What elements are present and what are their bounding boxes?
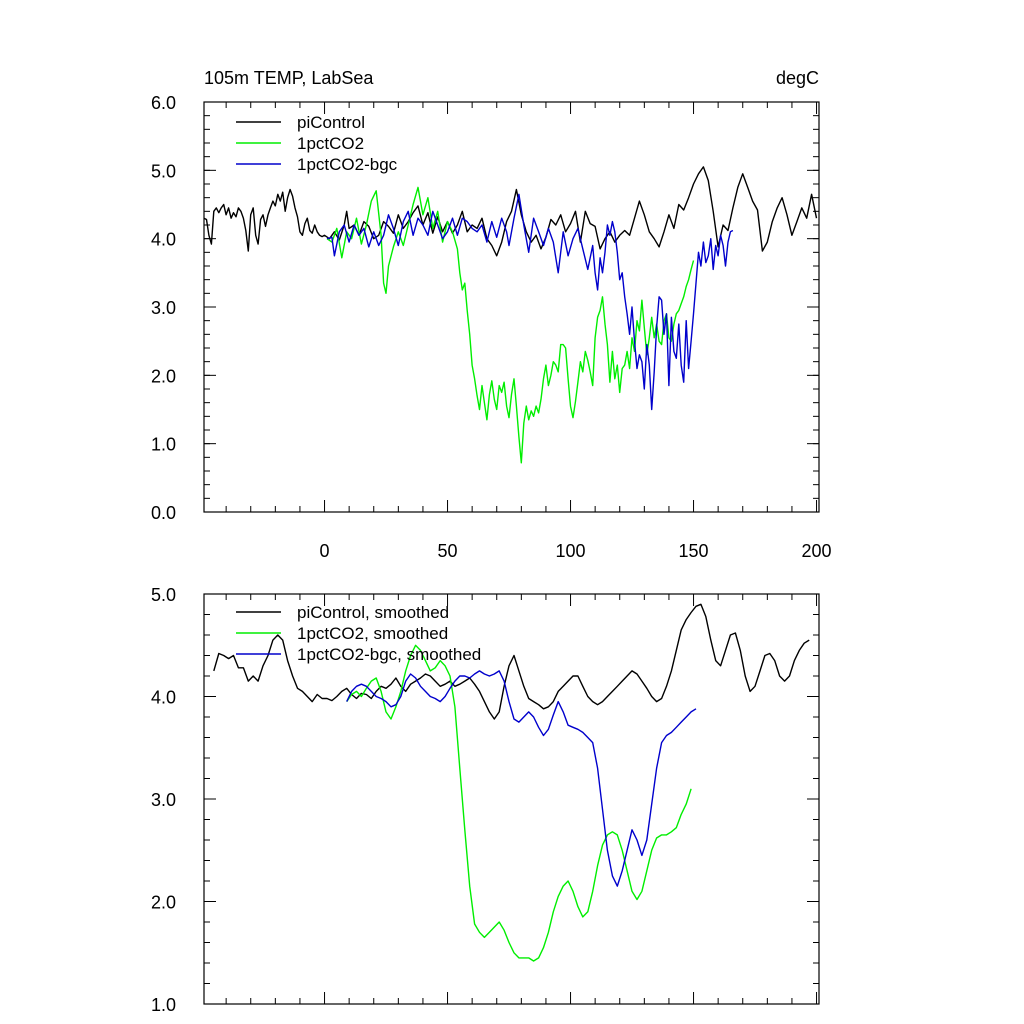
legend-label: 1pctCO2-bgc [297,155,398,174]
legend-label: piControl, smoothed [297,603,449,622]
units-label: degC [776,68,819,88]
y-tick-label: 4.0 [151,688,176,708]
bottom-panel: 1.0 2.0 3.0 4.0 5.0 piControl, smoothed 1pctC… [151,585,820,1015]
bottom-series-group [213,603,810,962]
y-tick-label: 2.0 [151,366,176,386]
top-series-group [203,166,818,464]
y-tick-label: 5.0 [151,161,176,181]
top-panel: 105m TEMP, LabSea degC 0.0 1.0 2.0 3.0 4.0 5.… [151,68,832,561]
legend-label: 1pctCO2-bgc, smoothed [297,645,481,664]
x-tick-label: 100 [556,541,586,561]
x-tick-label: 50 [438,541,458,561]
series-line-1pctco2 [326,186,695,464]
series-line-1pctco2-bgc-smoothed [346,670,697,887]
series-line-1pctco2-smoothed [346,644,692,962]
y-tick-label: 3.0 [151,298,176,318]
x-tick-label: 150 [679,541,709,561]
y-tick-label: 2.0 [151,893,176,913]
x-tick-label: 0 [320,541,330,561]
bottom-axes-ticks: 1.0 2.0 3.0 4.0 5.0 [151,585,819,1015]
series-line-1pctco2-bgc [326,193,734,411]
chart-title: 105m TEMP, LabSea [204,68,374,88]
x-tick-label: 200 [802,541,832,561]
legend-label: 1pctCO2, smoothed [297,624,448,643]
y-tick-label: 4.0 [151,230,176,250]
y-tick-label: 3.0 [151,790,176,810]
y-tick-label: 6.0 [151,93,176,113]
bottom-legend: piControl, smoothed 1pctCO2, smoothed 1pct… [236,603,481,664]
y-tick-label: 0.0 [151,503,176,523]
top-axes-ticks: 0.0 1.0 2.0 3.0 4.0 5.0 6.0 0 50 100 150 200 [151,93,832,561]
y-tick-label: 1.0 [151,435,176,455]
series-line-picontrol-smoothed [213,603,810,720]
y-tick-label: 1.0 [151,995,176,1015]
y-tick-label: 5.0 [151,585,176,605]
legend-label: piControl [297,113,365,132]
top-legend: piControl 1pctCO2 1pctCO2-bgc [236,113,398,174]
legend-label: 1pctCO2 [297,134,364,153]
